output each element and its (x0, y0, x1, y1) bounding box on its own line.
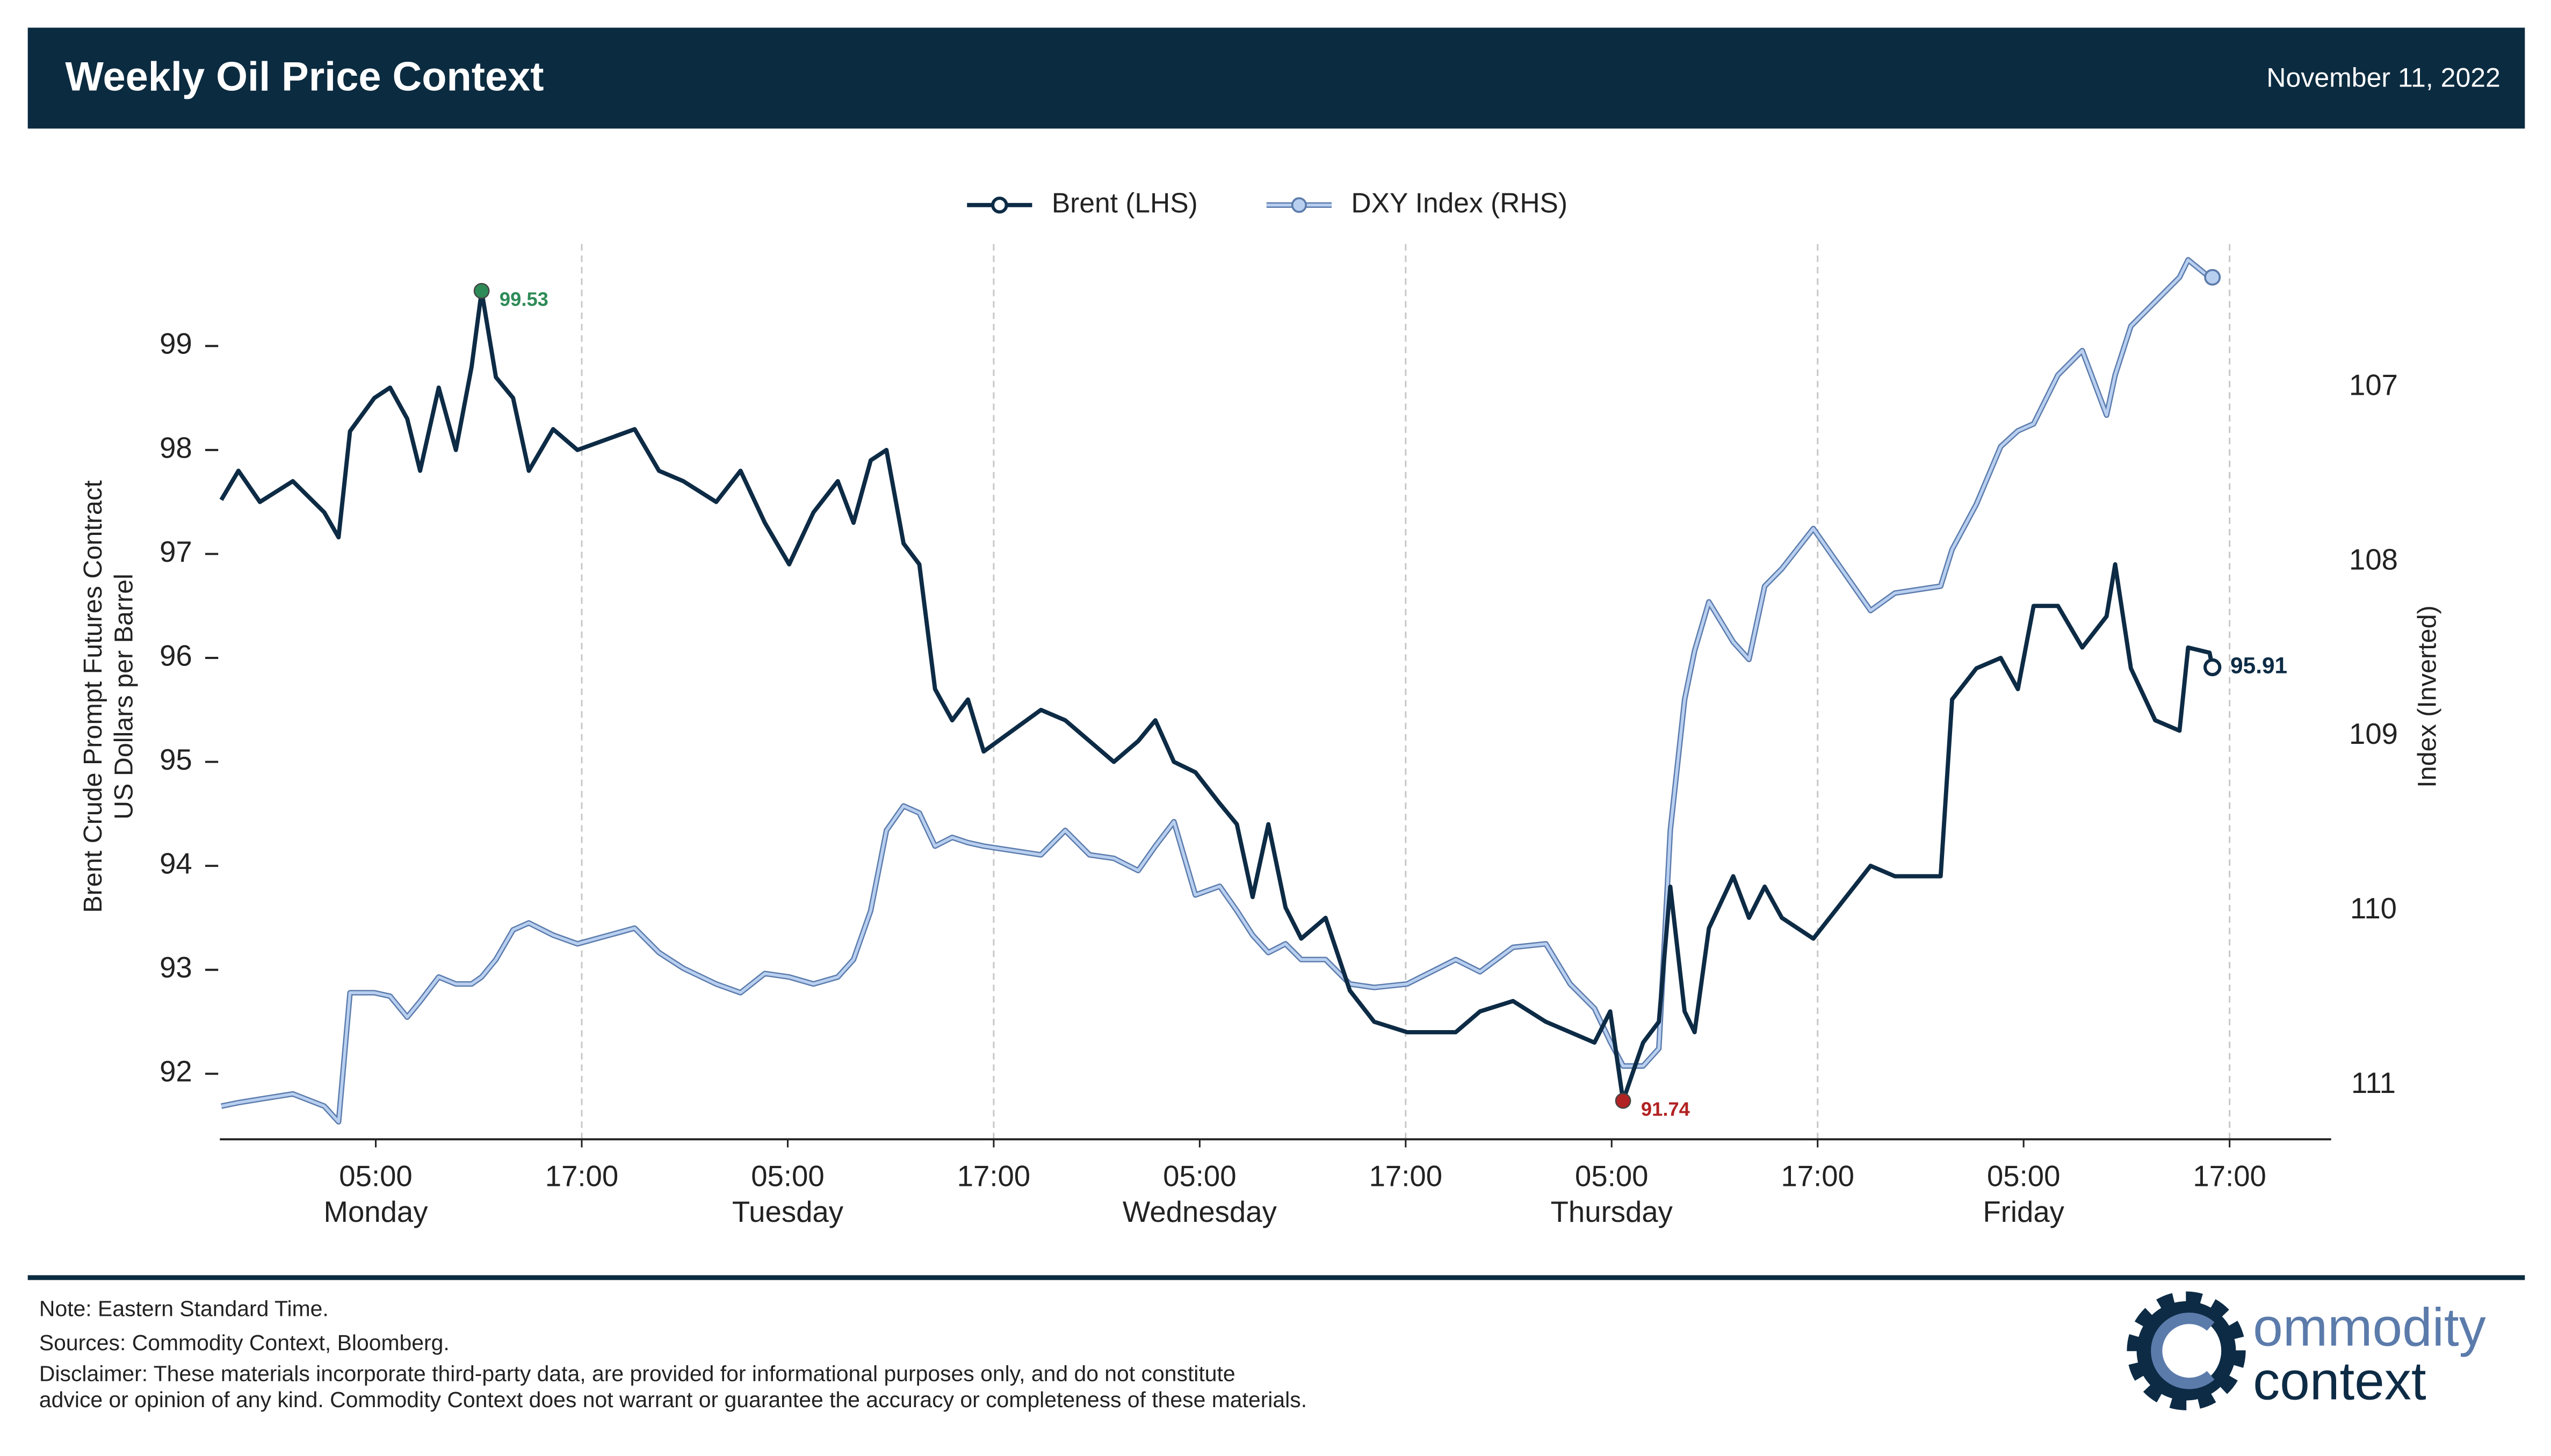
footer-note: Disclaimer: These materials incorporate … (39, 1361, 1235, 1386)
x-tick-label: 05:00 (339, 1160, 412, 1192)
y-tick-label: 96 (160, 639, 192, 672)
date: November 11, 2022 (2266, 63, 2500, 93)
x-day-label: Monday (324, 1196, 429, 1228)
logo-gear-ring (2136, 1301, 2236, 1401)
x-tick-label: 17:00 (2193, 1160, 2266, 1192)
x-tick-label: 05:00 (1575, 1160, 1648, 1192)
y2-tick-label: 110 (2350, 892, 2397, 925)
end-marker (2204, 269, 2221, 286)
y-axis-label: Brent Crude Prompt Futures Contract (78, 480, 107, 913)
x-tick-label: 05:00 (1163, 1160, 1236, 1192)
series-line (221, 258, 2213, 1124)
point-marker (1615, 1092, 1631, 1109)
header-bar (27, 27, 2525, 129)
y-axis-label: US Dollars per Barrel (109, 574, 138, 820)
y-tick-label: 94 (160, 847, 192, 880)
y-tick-label: 98 (160, 431, 192, 464)
logo: ommodity context (2127, 1291, 2486, 1411)
x-tick-label: 05:00 (751, 1160, 824, 1192)
legend-marker (1291, 197, 1307, 213)
y-tick-label: 95 (160, 743, 192, 776)
title: Weekly Oil Price Context (65, 54, 544, 100)
y-tick-label: 92 (160, 1055, 192, 1088)
x-tick-label: 17:00 (1781, 1160, 1854, 1192)
x-tick-label: 17:00 (957, 1160, 1030, 1192)
y2-tick-label: 108 (2349, 543, 2398, 576)
legend-marker (991, 197, 1008, 214)
legend-label: Brent (LHS) (1052, 187, 1198, 218)
data-label: 99.53 (500, 288, 548, 310)
y-tick-label: 93 (160, 951, 192, 984)
point-marker (2203, 658, 2222, 677)
y2-axis-label: Index (Inverted) (2412, 605, 2441, 787)
data-label: 91.74 (1641, 1098, 1690, 1120)
series-line (219, 288, 2215, 1103)
footer-note: advice or opinion of any kind. Commodity… (39, 1387, 1307, 1412)
x-tick-label: 17:00 (1369, 1160, 1442, 1192)
logo-text: ommodity (2253, 1297, 2485, 1357)
y2-tick-label: 111 (2351, 1067, 2396, 1099)
data-label: 95.91 (2230, 653, 2287, 678)
logo-c (2151, 1313, 2215, 1389)
x-day-label: Friday (1983, 1196, 2064, 1228)
footer-note: Sources: Commodity Context, Bloomberg. (39, 1330, 450, 1355)
point-marker (473, 282, 490, 299)
x-tick-label: 17:00 (545, 1160, 618, 1192)
x-tick-label: 05:00 (1987, 1160, 2060, 1192)
y-tick-label: 97 (160, 535, 192, 568)
logo-gear-teeth (2127, 1291, 2246, 1410)
x-day-label: Wednesday (1123, 1196, 1277, 1228)
legend-label: DXY Index (RHS) (1351, 187, 1567, 218)
footer-note: Note: Eastern Standard Time. (39, 1296, 329, 1321)
y-tick-label: 99 (160, 328, 192, 360)
x-day-label: Tuesday (732, 1196, 844, 1228)
x-day-label: Thursday (1551, 1196, 1673, 1228)
logo-text: context (2253, 1351, 2426, 1411)
y2-tick-label: 107 (2349, 368, 2398, 401)
y2-tick-label: 109 (2349, 718, 2398, 750)
